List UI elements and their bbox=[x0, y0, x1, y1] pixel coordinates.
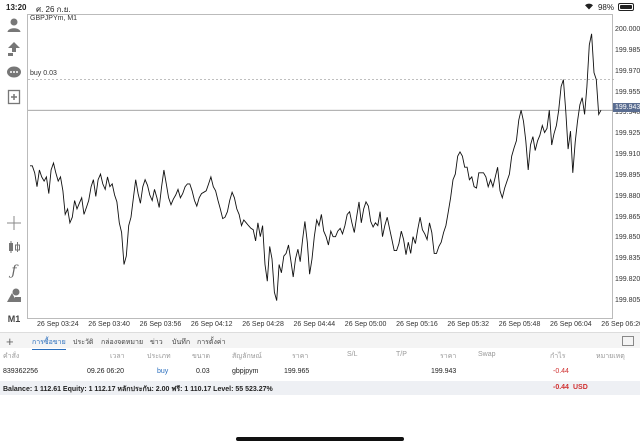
x-tick-label: 26 Sep 04:12 bbox=[190, 321, 233, 328]
currency-label: USD bbox=[573, 384, 588, 391]
battery-icon bbox=[618, 3, 634, 11]
y-tick-label: 199.880 bbox=[615, 192, 640, 200]
x-tick-label: 26 Sep 04:28 bbox=[242, 321, 284, 328]
battery-fill bbox=[620, 5, 632, 9]
order-open-price: 199.965 bbox=[284, 368, 310, 375]
header-swap: Swap bbox=[478, 351, 496, 358]
y-tick-label: 199.895 bbox=[615, 171, 640, 179]
y-tick-label: 199.970 bbox=[615, 67, 640, 75]
orders-table-header: คำสั่ง เวลา ประเภท ขนาด สัญลักษณ์ ราคา S… bbox=[0, 349, 640, 362]
chat-icon[interactable] bbox=[5, 64, 23, 82]
y-tick-label: 199.910 bbox=[615, 151, 640, 159]
status-bar: 13:20 ศ. 26 ก.ย. 98% bbox=[0, 0, 640, 14]
tab-trade[interactable]: การซื้อขาย bbox=[32, 337, 66, 350]
y-tick-label: 199.805 bbox=[615, 297, 640, 304]
x-tick-label: 26 Sep 05:16 bbox=[396, 321, 438, 328]
x-tick-label: 26 Sep 05:00 bbox=[344, 321, 387, 328]
status-date: ศ. 26 ก.ย. bbox=[36, 5, 71, 14]
y-tick-label: 199.925 bbox=[615, 130, 640, 138]
x-tick-label: 26 Sep 03:24 bbox=[37, 321, 79, 328]
x-tick-label: 26 Sep 03:40 bbox=[88, 321, 130, 328]
indicators-glyph: ƒ bbox=[11, 263, 17, 279]
header-profit: กำไร bbox=[550, 353, 566, 360]
total-profit: -0.44 bbox=[553, 384, 569, 391]
tab-settings[interactable]: การตั้งค่า bbox=[197, 339, 226, 346]
status-time: 13:20 bbox=[6, 3, 27, 12]
current-price-tag: 199.943 bbox=[613, 103, 640, 112]
balance-summary: Balance: 1 112.61 Equity: 1 112.17 หลักป… bbox=[3, 386, 273, 393]
order-type: buy bbox=[157, 368, 169, 375]
add-icon[interactable]: + bbox=[6, 334, 14, 349]
header-note: หมายเหตุ bbox=[596, 353, 625, 360]
tab-history[interactable]: ประวัติ bbox=[73, 339, 94, 346]
x-tick-label: 26 Sep 06:20 bbox=[601, 321, 640, 328]
objects-icon[interactable] bbox=[5, 286, 23, 304]
tab-mailbox[interactable]: กล่องจดหมาย bbox=[101, 339, 144, 346]
terminal-tabs: + การซื้อขาย ประวัติ กล่องจดหมาย ข่าว บั… bbox=[0, 332, 640, 350]
left-toolbar: ƒ M1 bbox=[0, 14, 28, 332]
x-tick-label: 26 Sep 06:04 bbox=[550, 321, 592, 328]
battery-percent: 98% bbox=[597, 2, 614, 12]
new-order-icon[interactable] bbox=[5, 88, 23, 106]
crosshair-icon[interactable] bbox=[5, 214, 23, 232]
x-tick-label: 26 Sep 05:32 bbox=[447, 321, 490, 328]
chart-canvas bbox=[28, 33, 614, 301]
balance-bar: Balance: 1 112.61 Equity: 1 112.17 หลักป… bbox=[0, 381, 640, 395]
header-open-price: ราคา bbox=[292, 353, 309, 360]
account-icon[interactable] bbox=[5, 16, 23, 34]
y-tick-label: 199.835 bbox=[615, 255, 640, 263]
header-price: ราคา bbox=[440, 353, 457, 360]
home-indicator[interactable] bbox=[236, 437, 404, 441]
indicators-icon[interactable]: ƒ bbox=[5, 262, 23, 280]
y-tick-label: 199.955 bbox=[615, 88, 640, 96]
order-price: 199.943 bbox=[431, 368, 457, 375]
wifi-icon bbox=[584, 2, 594, 12]
y-tick-label: 199.820 bbox=[615, 276, 640, 284]
chart-symbol: GBPJPYm, M1 bbox=[30, 15, 78, 22]
trade-arrows-icon[interactable] bbox=[5, 40, 23, 58]
x-tick-label: 26 Sep 05:48 bbox=[498, 321, 541, 328]
y-tick-label: 199.940 bbox=[615, 109, 640, 117]
header-type: ประเภท bbox=[147, 353, 171, 360]
y-tick-label: 199.865 bbox=[615, 213, 640, 221]
chart-type-icon[interactable] bbox=[5, 238, 23, 256]
header-symbol: สัญลักษณ์ bbox=[232, 353, 262, 360]
x-tick-label: 26 Sep 03:56 bbox=[139, 321, 182, 328]
x-tick-label: 26 Sep 04:44 bbox=[293, 321, 336, 328]
status-right: 98% bbox=[584, 2, 634, 12]
tab-news[interactable]: ข่าว bbox=[150, 339, 163, 346]
header-sl: S/L bbox=[347, 351, 358, 358]
order-size: 0.03 bbox=[196, 368, 210, 375]
price-chart[interactable] bbox=[27, 14, 614, 319]
y-tick-label: 199.985 bbox=[615, 46, 640, 54]
order-profit: -0.44 bbox=[553, 368, 569, 375]
header-order: คำสั่ง bbox=[3, 353, 20, 360]
order-symbol: gbpjpym bbox=[232, 368, 259, 375]
header-size: ขนาด bbox=[192, 353, 211, 360]
price-series-line bbox=[30, 33, 602, 301]
tab-journal[interactable]: บันทึก bbox=[172, 339, 191, 346]
layout-icon[interactable] bbox=[622, 336, 634, 346]
buy-line-label: buy 0.03 bbox=[30, 70, 57, 77]
order-id: 839362256 bbox=[3, 368, 39, 375]
header-tp: T/P bbox=[396, 351, 407, 358]
timeframe-button[interactable]: M1 bbox=[7, 314, 21, 324]
y-tick-label: 200.000 bbox=[615, 26, 640, 33]
table-row[interactable]: 839362256 09.26 06:20 buy 0.03 gbpjpym 1… bbox=[0, 366, 640, 379]
header-time: เวลา bbox=[110, 353, 125, 360]
order-time: 09.26 06:20 bbox=[87, 368, 124, 375]
y-tick-label: 199.850 bbox=[615, 234, 640, 242]
